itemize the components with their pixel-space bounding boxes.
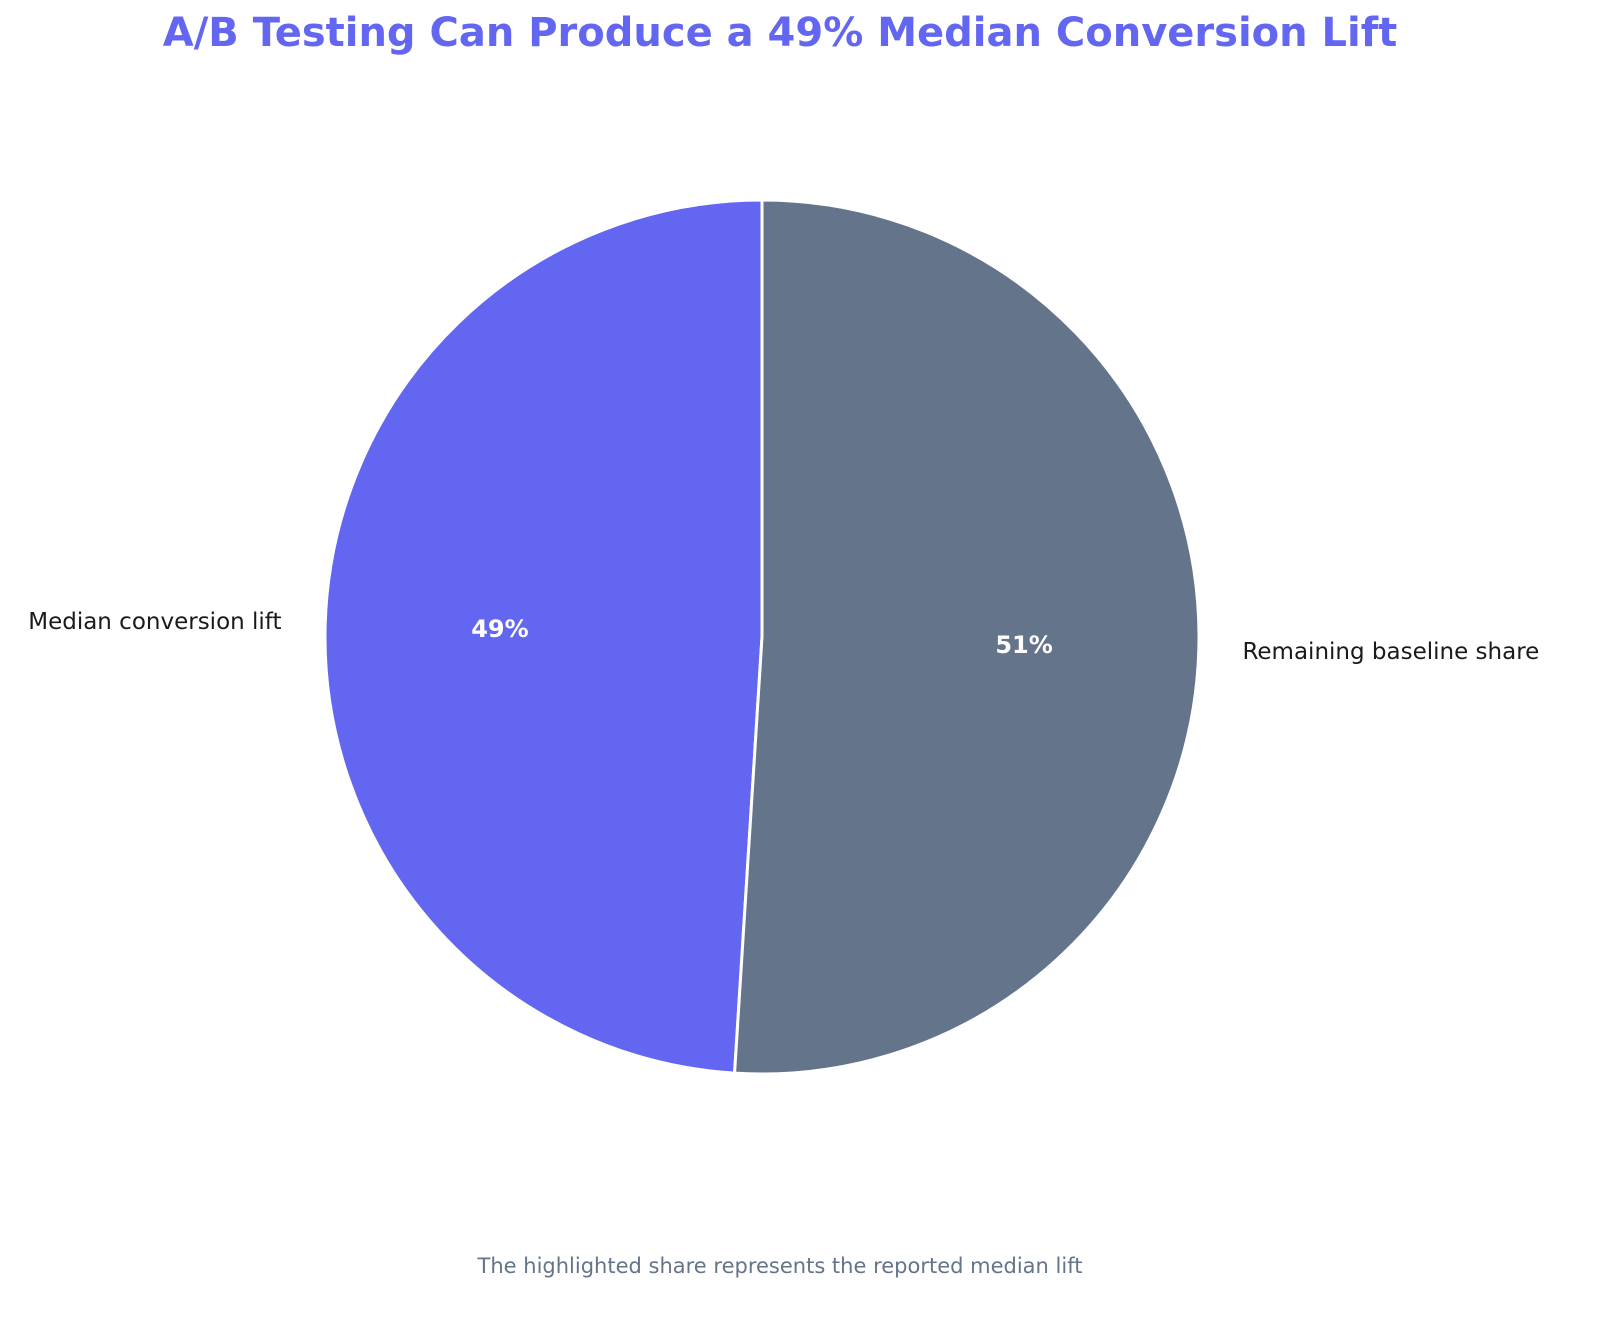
pie-slice-2 [733, 198, 1201, 1076]
pie-slice-2-label: Remaining baseline share [1242, 639, 1539, 665]
pie-slice-2-pct-label: 51% [995, 631, 1052, 659]
pie-slice-1-pct-label: 49% [471, 615, 528, 643]
pie-slice-1 [323, 198, 764, 1075]
chart-footnote: The highlighted share represents the rep… [477, 1254, 1083, 1278]
pie-slices [323, 198, 1201, 1076]
chart-title: A/B Testing Can Produce a 49% Median Con… [162, 10, 1398, 56]
pie-labels: 49% Median conversion lift 51% Remaining ba… [28, 609, 1539, 665]
pie-slice-1-label: Median conversion lift [28, 609, 281, 635]
